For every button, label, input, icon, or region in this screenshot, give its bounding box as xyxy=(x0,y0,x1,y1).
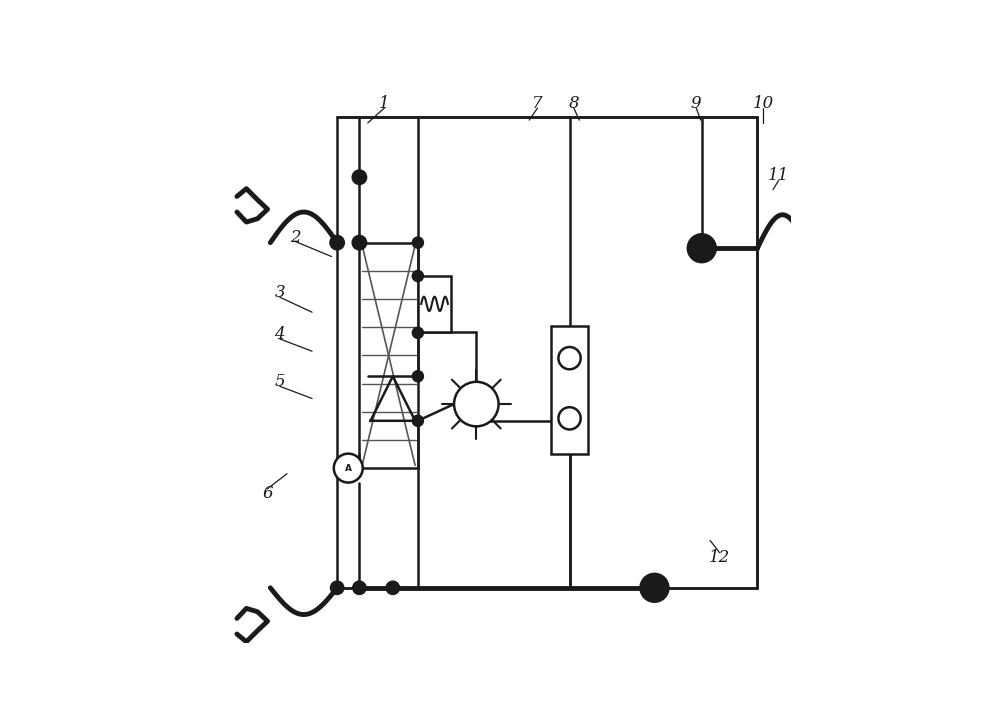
Circle shape xyxy=(334,453,363,482)
Text: 12: 12 xyxy=(709,549,730,565)
Circle shape xyxy=(412,237,423,248)
Text: 10: 10 xyxy=(752,95,774,112)
Circle shape xyxy=(412,270,423,281)
Circle shape xyxy=(454,382,499,427)
Bar xyxy=(418,276,451,332)
Text: 6: 6 xyxy=(262,484,273,502)
Text: 4: 4 xyxy=(274,326,285,343)
Circle shape xyxy=(353,581,366,594)
Circle shape xyxy=(640,573,669,602)
Circle shape xyxy=(352,236,367,250)
Circle shape xyxy=(412,371,423,382)
Text: 2: 2 xyxy=(290,228,301,246)
Circle shape xyxy=(558,347,581,369)
Text: 9: 9 xyxy=(691,95,702,112)
Circle shape xyxy=(330,236,344,250)
Circle shape xyxy=(330,581,344,594)
Text: 8: 8 xyxy=(568,95,579,112)
Bar xyxy=(551,326,588,454)
Text: 1: 1 xyxy=(379,95,390,112)
Circle shape xyxy=(687,234,716,262)
Circle shape xyxy=(386,581,399,594)
Circle shape xyxy=(352,170,367,184)
Bar xyxy=(359,243,418,468)
Text: A: A xyxy=(345,463,352,473)
Text: 7: 7 xyxy=(532,95,543,112)
Circle shape xyxy=(412,415,423,427)
Circle shape xyxy=(558,407,581,429)
Bar xyxy=(337,117,757,588)
Text: 3: 3 xyxy=(274,284,285,301)
Text: 11: 11 xyxy=(768,167,789,184)
Circle shape xyxy=(412,328,423,338)
Text: 5: 5 xyxy=(274,373,285,390)
